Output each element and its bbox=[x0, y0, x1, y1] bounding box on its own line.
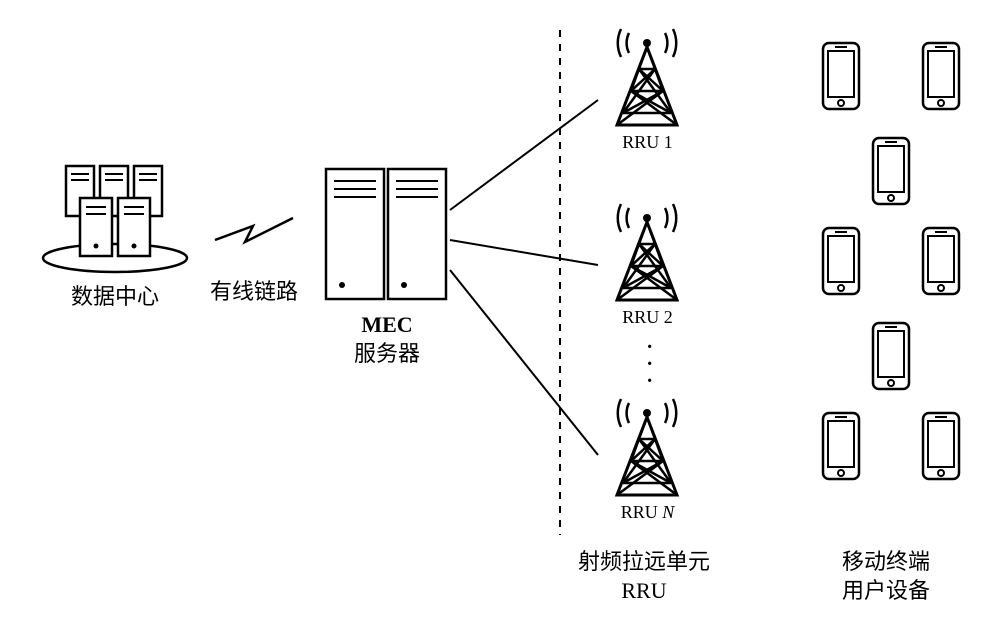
phone-icon bbox=[920, 410, 962, 482]
rru-2-node: RRU 2 bbox=[600, 200, 695, 328]
ue-label-line1: 移动终端 bbox=[842, 549, 930, 574]
rru-group-line2: RRU bbox=[621, 578, 666, 603]
mec-server-node: MEC 服务器 bbox=[322, 165, 452, 368]
phone-icon bbox=[870, 135, 912, 207]
phone-icon bbox=[920, 225, 962, 297]
data-center-node: 数据中心 bbox=[40, 160, 190, 312]
phone-icon bbox=[920, 40, 962, 112]
rru-1-label: RRU 1 bbox=[622, 132, 673, 153]
tower-icon bbox=[600, 25, 695, 130]
link-mec-rruN bbox=[450, 270, 598, 455]
ue-label-line2: 用户设备 bbox=[842, 578, 930, 603]
rru-group-line1: 射频拉远单元 bbox=[578, 549, 710, 574]
rru-1-node: RRU 1 bbox=[600, 25, 695, 153]
tower-icon bbox=[600, 395, 695, 500]
phone-icon bbox=[820, 40, 862, 112]
phone-icon bbox=[820, 225, 862, 297]
phone-icon bbox=[820, 410, 862, 482]
rru-2-label: RRU 2 bbox=[622, 307, 673, 328]
ue-group-label: 移动终端 用户设备 bbox=[842, 548, 930, 605]
rru-vdots: ··· bbox=[645, 340, 654, 390]
mec-label-line2: 服务器 bbox=[354, 341, 420, 366]
phone-icon bbox=[870, 320, 912, 392]
wired-link-label: 有线链路 bbox=[210, 278, 298, 307]
rru-n-node: RRU N bbox=[600, 395, 695, 523]
diagram-canvas: 数据中心 有线链路 MEC 服务器 bbox=[0, 0, 1000, 617]
data-center-icon bbox=[40, 160, 190, 275]
rru-n-label: RRU N bbox=[621, 502, 675, 523]
rru-group-label: 射频拉远单元 RRU bbox=[578, 548, 710, 605]
mec-server-icon bbox=[322, 165, 452, 305]
tower-icon bbox=[600, 200, 695, 305]
mec-label-line1: MEC bbox=[361, 312, 412, 337]
mec-label: MEC 服务器 bbox=[354, 311, 420, 368]
link-mec-rru1 bbox=[450, 100, 598, 210]
wired-link-icon bbox=[215, 218, 293, 242]
data-center-label: 数据中心 bbox=[71, 283, 159, 312]
link-mec-rru2 bbox=[450, 240, 598, 265]
